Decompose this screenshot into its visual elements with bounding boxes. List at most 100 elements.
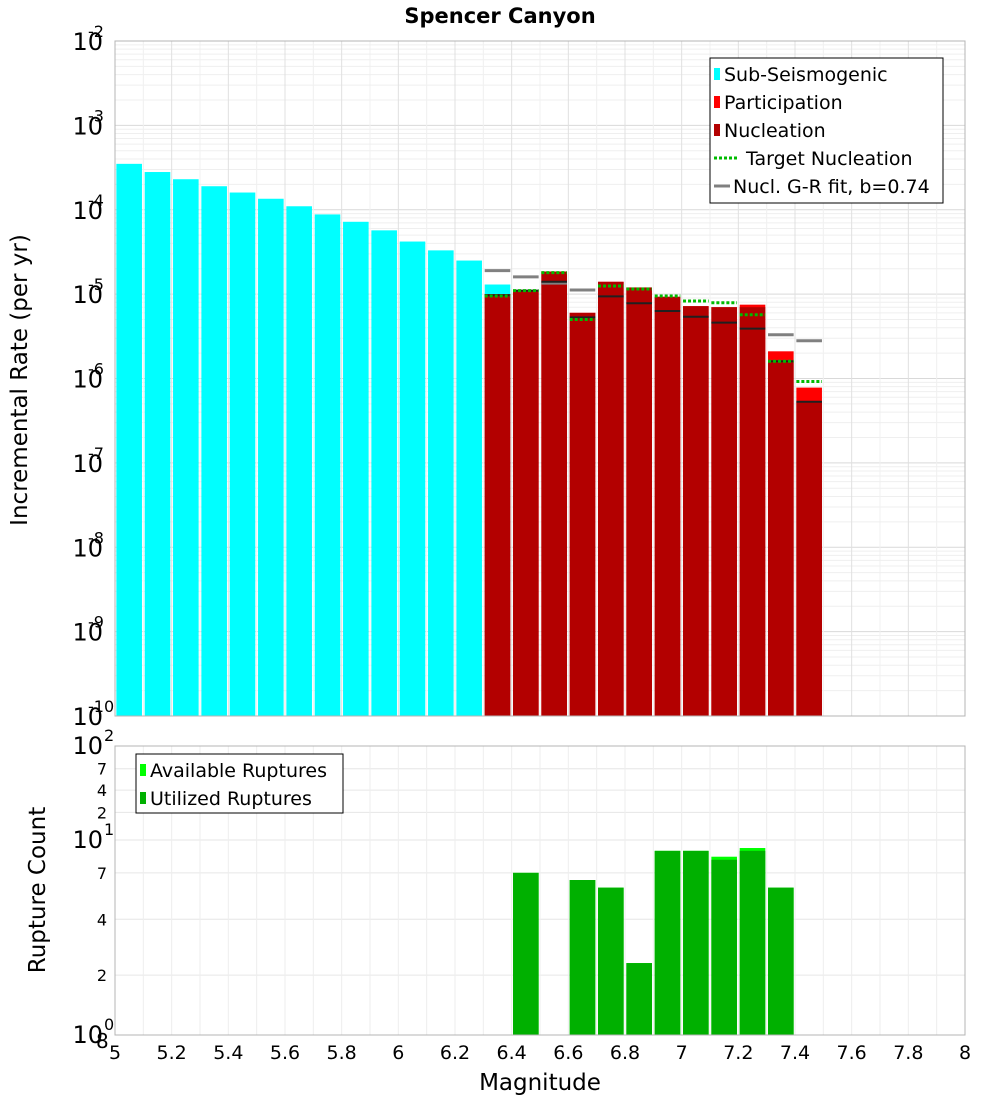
sub-seismogenic-bar [314,214,341,717]
y-tick-exponent: -3 [88,106,104,125]
sub-seismogenic-bar [428,250,454,717]
y-tick-label: 10-7 [72,444,104,478]
y-tick-label: 7 [97,864,107,883]
sub-seismogenic-bar [286,206,312,716]
y-tick-exponent: -5 [88,275,104,294]
y-tick-exponent: -7 [88,444,104,463]
y-tick-base: 10 [72,28,103,56]
legend-swatch [714,124,720,136]
y-tick-exponent: -8 [88,528,104,547]
rate-legend: Sub-Seismogenic Participation Nucleation Ta… [709,57,944,204]
y-tick-base: 4 [97,910,107,929]
legend-label: Nucleation [724,120,826,142]
sub-seismogenic-bar [229,192,256,717]
legend-label: Utilized Ruptures [150,788,312,810]
sub-seismogenic-bar [371,230,397,716]
x-tick-label: 6.6 [553,1042,583,1064]
rate-lines [484,269,822,403]
x-tick-label: 7.8 [893,1042,923,1064]
y-tick-label: 2 [97,803,107,822]
legend-label: Available Ruptures [150,760,327,782]
utilized-ruptures-bar [626,963,652,1035]
x-tick-label: 6.4 [497,1042,527,1064]
count-legend: Available Ruptures Utilized Ruptures [135,753,344,814]
legend-box [135,753,344,814]
y-tick-label: 10-6 [72,360,104,394]
utilized-ruptures-bar [598,887,624,1035]
y-tick-extra: 8 [96,1029,109,1053]
nucleation-bar [796,402,822,716]
sub-seismogenic-bar [399,241,426,717]
legend-label: Sub-Seismogenic [724,64,888,86]
legend-label: Target Nucleation [745,148,913,170]
x-tick-label: 6.2 [440,1042,470,1064]
nucleation-bar [768,361,794,716]
x-tick-label: 6 [392,1042,404,1064]
y-tick-base: 10 [72,366,103,394]
y-tick-label: 10-4 [72,191,104,225]
x-tick-label: 5.4 [213,1042,243,1064]
rate-y-axis-label: Incremental Rate (per yr) [7,234,33,526]
y-tick-label: 10-8 [72,528,104,562]
legend-swatch [714,68,720,80]
count-y-axis-label: Rupture Count [25,807,51,973]
y-tick-base: 7 [97,864,107,883]
y-tick-base: 10 [72,450,103,478]
x-tick-label: 7.6 [837,1042,867,1064]
y-tick-label: 2 [97,966,107,985]
utilized-ruptures-bar [739,850,766,1035]
nucleation-bar [654,296,681,716]
y-tick-base: 7 [97,760,107,779]
utilized-ruptures-bar [569,880,596,1035]
x-tick-label: 5.8 [327,1042,357,1064]
sub-seismogenic-bar [144,172,171,716]
nucleation-bar [739,307,766,716]
y-tick-base: 10 [72,732,103,760]
y-tick-exponent: -9 [88,613,104,632]
rate-bars [116,163,822,717]
y-tick-base: 10 [72,281,103,309]
x-tick-label: 5 [109,1042,121,1064]
nucleation-bar [569,312,596,716]
y-tick-label: 10-10 [72,697,114,731]
utilized-ruptures-bar [654,850,681,1035]
nucleation-bar [541,271,567,716]
count-bars [513,848,794,1035]
y-tick-base: 10 [72,197,103,225]
y-tick-exponent: -6 [88,360,104,379]
nucleation-bar [484,294,511,716]
count-x-ticks: 5 5.2 5.4 5.6 5.8 6 6.2 6.4 6.6 6.8 7 7.2 7.4 7.6 7.8 8 [109,1042,971,1064]
y-tick-base: 10 [72,534,103,562]
sub-seismogenic-bar [173,179,199,716]
y-tick-base: 10 [72,112,103,140]
x-tick-label: 7 [676,1042,688,1064]
legend-swatch [140,792,146,804]
x-tick-label: 5.6 [270,1042,300,1064]
y-tick-base: 10 [72,619,103,647]
legend-box [709,57,944,204]
y-tick-base: 4 [97,781,107,800]
x-tick-label: 7.4 [780,1042,810,1064]
y-tick-label: 10 08 [72,1015,114,1053]
y-tick-label: 4 [97,781,107,800]
utilized-ruptures-bar [683,850,709,1035]
y-tick-exponent: 2 [104,726,114,745]
y-tick-base: 10 [72,1021,103,1049]
y-tick-label: 10-2 [72,22,104,56]
y-tick-base: 2 [97,966,107,985]
utilized-ruptures-bar [711,859,737,1035]
legend-label: Nucl. G-R fit, b=0.74 [733,176,930,198]
x-tick-label: 6.8 [610,1042,640,1064]
sub-seismogenic-bar [343,221,369,716]
x-tick-label: 7.2 [723,1042,753,1064]
y-tick-exponent: -4 [88,191,104,210]
y-tick-base: 2 [97,803,107,822]
y-tick-label: 7 [97,760,107,779]
legend-swatch [714,96,720,108]
nucleation-bar [513,289,539,716]
